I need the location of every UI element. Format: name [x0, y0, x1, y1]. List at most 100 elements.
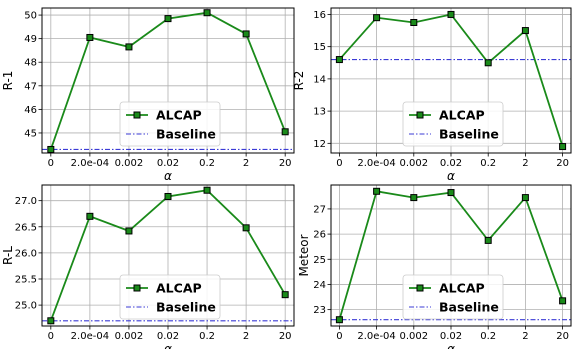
x-tick-label: 0.02 [157, 331, 179, 342]
x-axis-label: α [447, 342, 455, 349]
alcap-data-point [281, 128, 289, 136]
x-tick-label: 0.2 [199, 331, 215, 342]
y-tick-label: 13 [313, 107, 326, 118]
alcap-data-point [47, 317, 55, 325]
x-tick-label: 0.02 [157, 158, 179, 169]
y-tick-label: 25 [313, 255, 326, 266]
y-tick-label: 45 [24, 128, 37, 139]
legend: ALCAP Baseline [119, 274, 221, 320]
chart-panel-3: 0 2.0e-04 0.002 0.02 0.2 2 20 25.0 25.5 26.0 26.5 2… [1, 184, 295, 349]
legend-baseline-label: Baseline [439, 127, 499, 142]
legend: ALCAP Baseline [402, 101, 504, 147]
x-tick-label: 0 [48, 158, 54, 169]
legend-box [119, 101, 221, 147]
alcap-data-point [373, 14, 381, 22]
x-tick-label: 0.002 [115, 158, 144, 169]
x-tick-label: 0.02 [440, 331, 462, 342]
alcap-data-point [559, 143, 567, 151]
alcap-data-point [484, 236, 492, 244]
alcap-data-point [447, 10, 455, 18]
y-tick-label: 23 [313, 305, 326, 316]
y-tick-label: 47 [24, 81, 37, 92]
y-axis-label: Meteor [297, 234, 311, 276]
y-tick-label: 12 [313, 139, 326, 150]
alcap-data-point [242, 30, 250, 38]
y-tick-label: 15 [313, 42, 326, 53]
alcap-data-point [335, 316, 343, 324]
y-axis-label: R-1 [1, 71, 15, 91]
y-axis-label: R-2 [292, 71, 306, 91]
y-tick-label: 26.0 [15, 248, 37, 259]
y-tick-label: 16 [313, 10, 326, 21]
x-tick-label: 20 [279, 331, 292, 342]
x-tick-label: 0.2 [480, 158, 496, 169]
y-tick-label: 48 [24, 58, 37, 69]
alcap-data-point [410, 19, 418, 26]
alcap-data-point [242, 224, 250, 232]
plot-frame [330, 184, 572, 327]
legend-alcap-marker [416, 111, 424, 119]
legend-alcap-label: ALCAP [156, 281, 202, 296]
alcap-data-point [521, 27, 529, 35]
alcap-data-point [86, 212, 94, 220]
chart-panel-1: 0 2.0e-04 0.002 0.02 0.2 2 20 45 46 47 48 49 50 α R-1 A… [1, 7, 295, 183]
x-tick-label: 0.02 [440, 158, 462, 169]
y-tick-label: 25.5 [15, 275, 37, 286]
alcap-data-point [125, 43, 133, 51]
x-tick-label: 0 [48, 331, 54, 342]
alcap-data-point [447, 189, 455, 197]
y-tick-label: 14 [313, 74, 326, 85]
x-tick-label: 20 [556, 331, 569, 342]
y-tick-label: 49 [24, 34, 37, 45]
chart-panel-4: 0 2.0e-04 0.002 0.02 0.2 2 20 23 24 25 26 27 α Meteor… [297, 184, 572, 349]
x-tick-label: 2.0e-04 [357, 158, 395, 169]
x-tick-label: 2 [243, 331, 249, 342]
x-tick-label: 2.0e-04 [71, 158, 109, 169]
legend-alcap-marker [133, 284, 141, 292]
y-axis-label: R-L [1, 246, 15, 265]
legend-alcap-marker [133, 111, 141, 119]
x-tick-label: 2 [522, 158, 528, 169]
y-tick-label: 27.0 [15, 196, 37, 207]
legend-box [119, 274, 221, 320]
x-tick-label: 20 [556, 158, 569, 169]
y-tick-label: 27 [313, 204, 326, 215]
plot-frame [41, 7, 295, 154]
legend-alcap-label: ALCAP [439, 281, 485, 296]
y-tick-label: 50 [24, 11, 37, 22]
legend: ALCAP Baseline [402, 274, 504, 320]
x-tick-label: 0.2 [199, 158, 215, 169]
alcap-data-point [125, 227, 133, 235]
legend-alcap-marker [416, 284, 424, 292]
alcap-data-point [521, 194, 529, 202]
x-axis-label: α [164, 342, 172, 349]
y-tick-label: 24 [313, 280, 326, 291]
legend-alcap-label: ALCAP [439, 108, 485, 123]
x-tick-label: 2 [243, 158, 249, 169]
alcap-data-point [203, 186, 211, 194]
alcap-data-point [281, 291, 289, 299]
alcap-data-point [164, 15, 172, 23]
y-tick-label: 26.5 [15, 222, 37, 233]
x-tick-label: 0.2 [480, 331, 496, 342]
alcap-data-point [559, 297, 567, 305]
x-tick-label: 2.0e-04 [357, 331, 395, 342]
y-tick-label: 25.0 [15, 301, 37, 312]
x-tick-label: 2.0e-04 [71, 331, 109, 342]
x-tick-label: 0.002 [399, 331, 428, 342]
legend: ALCAP Baseline [119, 101, 221, 147]
alcap-data-point [373, 187, 381, 195]
y-tick-label: 46 [24, 105, 37, 116]
alcap-data-point [410, 194, 418, 202]
legend-box [402, 101, 504, 147]
alcap-data-point [484, 59, 492, 67]
x-axis-label: α [164, 169, 172, 183]
plot-frame [330, 7, 572, 154]
alcap-data-point [335, 56, 343, 64]
legend-alcap-label: ALCAP [156, 108, 202, 123]
x-tick-label: 2 [522, 331, 528, 342]
chart-panel-2: 0 2.0e-04 0.002 0.02 0.2 2 20 12 13 14 15 16 α R-2 ALC… [292, 7, 572, 183]
alcap-data-point [203, 9, 211, 17]
x-axis-label: α [447, 169, 455, 183]
